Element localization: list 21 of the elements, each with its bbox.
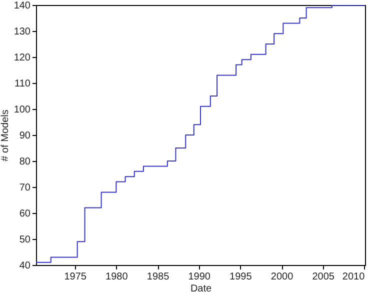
x-tick-label: 1995 bbox=[230, 272, 252, 282]
y-tick-label: 110 bbox=[14, 78, 31, 90]
x-tick-label: 1990 bbox=[188, 272, 211, 282]
y-axis-title: # of Models bbox=[0, 110, 11, 162]
y-tick-label: 40 bbox=[19, 260, 31, 272]
x-tick-label: 2000 bbox=[270, 272, 294, 282]
x-axis-title: Date bbox=[190, 284, 212, 294]
x-tick-label: 1985 bbox=[146, 272, 170, 282]
y-tick-label: 70 bbox=[19, 182, 31, 194]
y-tick-label: 50 bbox=[19, 234, 31, 246]
y-tick-label: 100 bbox=[14, 104, 31, 116]
x-tick-label: 2010 bbox=[342, 272, 366, 282]
x-tick-label: 2005 bbox=[312, 272, 335, 282]
x-tick-label: 1980 bbox=[106, 272, 128, 282]
x-tick-label: 1975 bbox=[64, 272, 87, 282]
y-tick-label: 120 bbox=[14, 52, 31, 64]
y-tick-label: 140 bbox=[14, 0, 31, 12]
y-tick-label: 80 bbox=[19, 156, 31, 168]
y-tick-label: 130 bbox=[14, 26, 31, 38]
y-tick-label: 60 bbox=[19, 208, 31, 220]
y-tick-label: 90 bbox=[19, 130, 31, 142]
